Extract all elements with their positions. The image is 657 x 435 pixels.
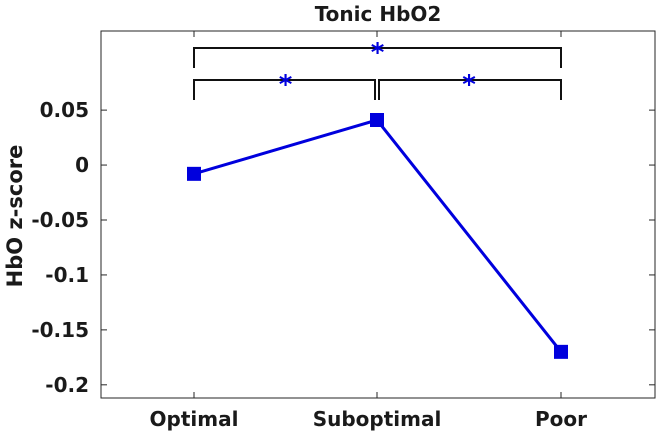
chart-title: Tonic HbO2 xyxy=(315,2,442,26)
y-tick-label: -0.05 xyxy=(31,208,89,232)
y-tick-label: 0.05 xyxy=(40,98,89,122)
significance-bracket xyxy=(378,79,562,100)
x-tick-label: Poor xyxy=(535,407,587,431)
y-ticks: 0.05 0 -0.05 -0.1 -0.15 -0.2 xyxy=(31,98,655,397)
x-tick-label: Suboptimal xyxy=(313,407,442,431)
y-tick-label: -0.2 xyxy=(45,373,89,397)
y-tick-label: -0.1 xyxy=(45,263,89,287)
y-tick-label: 0 xyxy=(75,153,89,177)
y-tick-label: -0.15 xyxy=(31,318,89,342)
series-line xyxy=(187,113,568,359)
significance-bracket xyxy=(193,79,376,100)
significance-star: * xyxy=(279,70,293,100)
data-point-poor xyxy=(554,344,568,359)
plot-axes xyxy=(100,30,656,399)
significance-brackets: * * * xyxy=(193,38,562,100)
y-axis-label: HbO z-score xyxy=(3,145,27,288)
x-tick-label: Optimal xyxy=(150,407,239,431)
series-polyline xyxy=(193,118,563,353)
significance-star: * xyxy=(371,38,385,68)
significance-star: * xyxy=(462,70,476,100)
data-point-optimal xyxy=(187,166,201,181)
plot-frame xyxy=(100,30,656,399)
significance-bracket xyxy=(193,47,562,68)
data-point-suboptimal xyxy=(370,113,384,128)
x-ticks: Optimal Suboptimal Poor xyxy=(150,31,587,431)
